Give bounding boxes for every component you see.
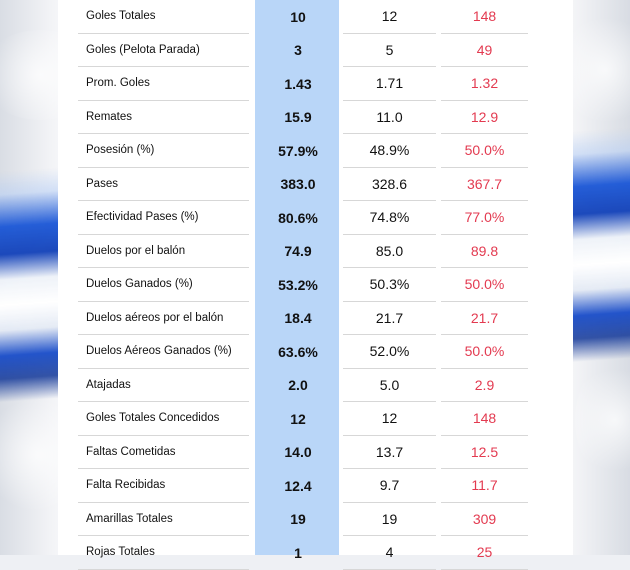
table-row: Duelos por el balón 74.9 85.0 89.8: [78, 235, 553, 268]
team-value: 57.9%: [278, 142, 318, 159]
stat-label: Duelos aéreos por el balón: [78, 302, 249, 335]
stat-label: Posesión (%): [78, 134, 249, 168]
opponent-value: 1.71: [343, 67, 436, 101]
opponent-value: 74.8%: [343, 201, 436, 235]
league-value: 12.5: [441, 436, 528, 469]
stat-label: Goles Totales Concedidos: [78, 402, 249, 436]
stat-label: Duelos Ganados (%): [78, 268, 249, 302]
league-value: 50.0%: [441, 335, 528, 369]
stat-label: Pases: [78, 168, 249, 201]
league-value: 309: [441, 503, 528, 536]
highlighted-team-column: [255, 0, 339, 555]
league-value: 148: [441, 402, 528, 436]
table-row: Falta Recibidas 12.4 9.7 11.7: [78, 469, 553, 503]
stat-label: Amarillas Totales: [78, 503, 249, 536]
opponent-value: 4: [343, 536, 436, 570]
league-value: 89.8: [441, 235, 528, 268]
stat-label: Efectividad Pases (%): [78, 201, 249, 235]
league-value: 1.32: [441, 67, 528, 101]
table-row: Amarillas Totales 19 19 309: [78, 503, 553, 536]
table-row: Duelos Aéreos Ganados (%) 63.6% 52.0% 50…: [78, 335, 553, 369]
stat-label: Rojas Totales: [78, 536, 249, 570]
team-value: 74.9: [284, 243, 312, 260]
stat-label: Falta Recibidas: [78, 469, 249, 503]
stat-label: Atajadas: [78, 369, 249, 402]
team-value: 1.43: [284, 75, 312, 92]
league-value: 25: [441, 536, 528, 570]
stat-label: Remates: [78, 101, 249, 134]
table-row: Prom. Goles 1.43 1.71 1.32: [78, 67, 553, 101]
league-value: 148: [441, 0, 528, 34]
opponent-value: 12: [343, 0, 436, 34]
opponent-value: 52.0%: [343, 335, 436, 369]
league-value: 12.9: [441, 101, 528, 134]
stat-label: Duelos por el balón: [78, 235, 249, 268]
stat-label: Goles (Pelota Parada): [78, 34, 249, 67]
team-value: 19: [290, 511, 306, 528]
opponent-value: 9.7: [343, 469, 436, 503]
team-value: 12: [290, 410, 306, 427]
table-row: Efectividad Pases (%) 80.6% 74.8% 77.0%: [78, 201, 553, 235]
table-row: Atajadas 2.0 5.0 2.9: [78, 369, 553, 402]
league-value: 50.0%: [441, 268, 528, 302]
table-row: Rojas Totales 1 4 25: [78, 536, 553, 570]
team-value: 14.0: [284, 444, 312, 461]
team-value: 63.6%: [278, 343, 318, 360]
opponent-value: 11.0: [343, 101, 436, 134]
team-value: 1: [294, 544, 302, 561]
team-value: 80.6%: [278, 209, 318, 226]
team-value: 15.9: [284, 109, 312, 126]
league-value: 49: [441, 34, 528, 67]
opponent-value: 5: [343, 34, 436, 67]
league-value: 2.9: [441, 369, 528, 402]
stats-table: Goles Totales 10 12 148 Goles (Pelota Pa…: [78, 0, 553, 570]
table-row: Goles Totales Concedidos 12 12 148: [78, 402, 553, 436]
team-value: 3: [294, 42, 302, 59]
team-value: 18.4: [284, 310, 312, 327]
league-value: 77.0%: [441, 201, 528, 235]
opponent-value: 12: [343, 402, 436, 436]
table-row: Duelos aéreos por el balón 18.4 21.7 21.…: [78, 302, 553, 335]
opponent-value: 50.3%: [343, 268, 436, 302]
stat-label: Prom. Goles: [78, 67, 249, 101]
stat-label: Goles Totales: [78, 0, 249, 34]
opponent-value: 48.9%: [343, 134, 436, 168]
team-value: 2.0: [288, 377, 308, 394]
table-row: Goles Totales 10 12 148: [78, 0, 553, 34]
league-value: 21.7: [441, 302, 528, 335]
team-value: 383.0: [280, 176, 316, 193]
table-row: Duelos Ganados (%) 53.2% 50.3% 50.0%: [78, 268, 553, 302]
table-row: Posesión (%) 57.9% 48.9% 50.0%: [78, 134, 553, 168]
league-value: 367.7: [441, 168, 528, 201]
opponent-value: 21.7: [343, 302, 436, 335]
stats-panel: Goles Totales 10 12 148 Goles (Pelota Pa…: [58, 0, 573, 570]
team-value: 10: [290, 8, 306, 25]
opponent-value: 13.7: [343, 436, 436, 469]
flag-fold-highlight: [575, 360, 630, 480]
team-value: 12.4: [284, 477, 312, 494]
stat-label: Duelos Aéreos Ganados (%): [78, 335, 249, 369]
opponent-value: 328.6: [343, 168, 436, 201]
league-value: 50.0%: [441, 134, 528, 168]
table-row: Remates 15.9 11.0 12.9: [78, 101, 553, 134]
table-row: Goles (Pelota Parada) 3 5 49: [78, 34, 553, 67]
opponent-value: 85.0: [343, 235, 436, 268]
team-value: 53.2%: [278, 276, 318, 293]
opponent-value: 19: [343, 503, 436, 536]
league-value: 11.7: [441, 469, 528, 503]
stat-label: Faltas Cometidas: [78, 436, 249, 469]
opponent-value: 5.0: [343, 369, 436, 402]
table-row: Faltas Cometidas 14.0 13.7 12.5: [78, 436, 553, 469]
table-row: Pases 383.0 328.6 367.7: [78, 168, 553, 201]
